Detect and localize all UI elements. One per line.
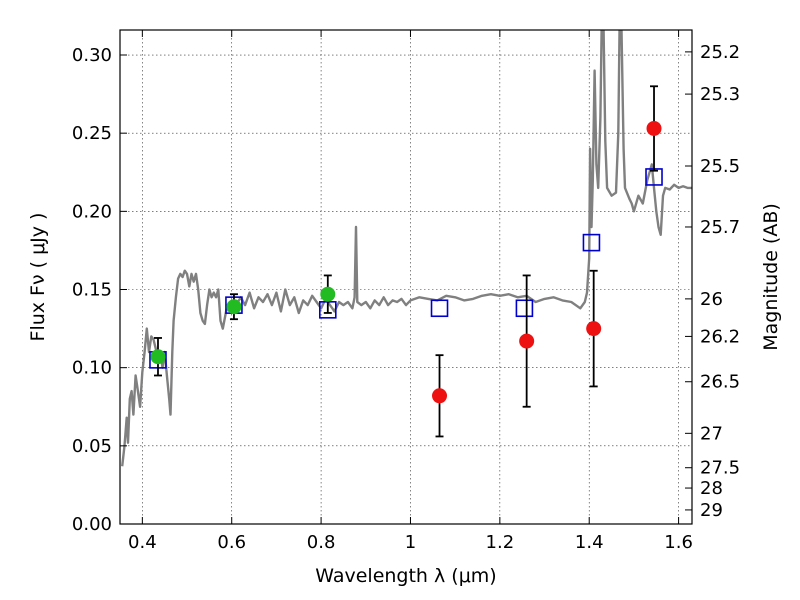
y-axis-label: Flux Fν ( μJy )	[27, 213, 49, 342]
x-tick-label: 1	[405, 532, 416, 553]
y2-tick-label: 26	[700, 289, 723, 310]
y2-tick-label: 25.7	[700, 217, 740, 238]
y2-axis-label: Magnitude (AB)	[760, 203, 782, 351]
text-layer: Wavelength λ (μm) Flux Fν ( μJy ) Magnit…	[27, 42, 782, 587]
y-tick-label: 0.00	[72, 514, 112, 535]
x-tick-label: 0.4	[128, 532, 157, 553]
y2-tick-label: 26.5	[700, 372, 740, 393]
photometry-point	[586, 321, 602, 337]
y-tick-label: 0.25	[72, 123, 112, 144]
x-tick-label: 0.6	[217, 532, 246, 553]
model-photometry-square	[430, 299, 449, 318]
model-photometry-square	[582, 233, 601, 252]
model-sed-line	[121, 30, 692, 467]
y-tick-label: 0.15	[72, 280, 112, 301]
y2-tick-label: 25.3	[700, 84, 740, 105]
y2-tick-label: 25.2	[700, 42, 740, 63]
photometry-point	[226, 299, 242, 315]
photometry-point	[320, 286, 336, 302]
x-axis-label: Wavelength λ (μm)	[315, 565, 496, 587]
photometry-point	[432, 388, 448, 404]
photometry-point	[519, 333, 535, 349]
y2-tick-label: 27.5	[700, 458, 740, 479]
y-tick-label: 0.05	[72, 436, 112, 457]
y-tick-label: 0.20	[72, 201, 112, 222]
y2-tick-label: 27	[700, 423, 723, 444]
photometry-point	[150, 349, 166, 365]
series-layer	[121, 30, 692, 467]
x-tick-label: 0.8	[307, 532, 336, 553]
y2-tick-label: 25.5	[700, 156, 740, 177]
x-tick-label: 1.4	[575, 532, 604, 553]
x-tick-label: 1.6	[664, 532, 693, 553]
axes-layer	[119, 29, 693, 525]
model-photometry-square	[515, 299, 534, 318]
y2-tick-label: 28	[700, 478, 723, 499]
grid-lines	[120, 30, 692, 525]
y-tick-label: 0.30	[72, 45, 112, 66]
plot-frame	[119, 29, 693, 525]
y2-tick-label: 26.2	[700, 326, 740, 347]
photometry-point	[646, 120, 662, 136]
x-tick-label: 1.2	[486, 532, 515, 553]
y-tick-label: 0.10	[72, 358, 112, 379]
y2-tick-label: 29	[700, 500, 723, 521]
